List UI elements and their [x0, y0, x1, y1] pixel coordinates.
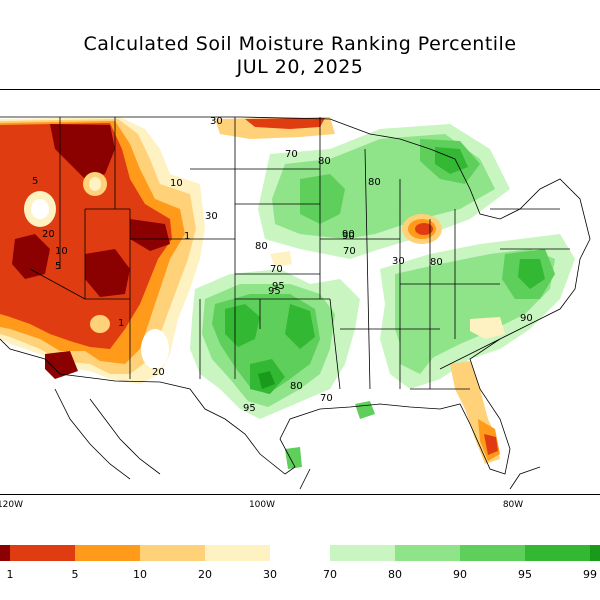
- legend-dry-scale: 1 5 10 20 30: [0, 545, 335, 581]
- mexico-coastline: [54, 388, 161, 480]
- dry-pocket-ohio: [415, 223, 433, 235]
- legend-swatch: [0, 545, 10, 561]
- state-line: [364, 148, 371, 390]
- contour-label: 80: [290, 381, 303, 392]
- contour-label: 90: [520, 313, 533, 324]
- legend-swatch: [330, 545, 395, 561]
- contour-label: 80: [430, 257, 443, 268]
- legend-label: 10: [133, 568, 147, 581]
- legend-label: 30: [263, 568, 277, 581]
- wet-90-area: [285, 447, 302, 469]
- map-title: Calculated Soil Moisture Ranking Percent…: [83, 33, 517, 55]
- contour-label: 80: [318, 156, 331, 167]
- contour-label: 10: [55, 246, 68, 257]
- state-line: [329, 298, 341, 390]
- legend-wet-scale: 70 80 90 95 99: [323, 545, 600, 581]
- moderate-pocket: [90, 315, 110, 333]
- legend-label: 1: [7, 568, 14, 581]
- wet-north-central-region: [258, 124, 510, 259]
- moderate-pocket: [31, 199, 49, 219]
- contour-label: 20: [42, 229, 55, 240]
- wet-95-area: [285, 304, 315, 349]
- contour-label: 90: [342, 229, 355, 240]
- legend-label: 70: [323, 568, 337, 581]
- dry-extreme-area: [45, 351, 78, 379]
- state-line: [29, 268, 86, 300]
- dry-1-area: [0, 123, 172, 349]
- contour-label: 5: [32, 176, 38, 187]
- contour-label: 95: [268, 286, 281, 297]
- wet-99-area: [258, 371, 275, 389]
- legend-label: 95: [518, 568, 532, 581]
- dry-extreme-area: [85, 249, 130, 297]
- contour-label: 30: [205, 211, 218, 222]
- legend-label: 99: [583, 568, 597, 581]
- us-outline: [0, 116, 591, 475]
- longitude-label: 80W: [502, 500, 524, 510]
- contour-label: 90: [342, 231, 355, 242]
- legend-swatch: [270, 545, 335, 561]
- dry-pocket-southeast: [470, 317, 505, 339]
- legend-swatch: [140, 545, 205, 561]
- moderate-pocket: [89, 177, 101, 191]
- dry-extreme-area: [12, 234, 50, 279]
- longitude-label: 100W: [248, 500, 276, 510]
- moderate-pocket: [141, 329, 169, 369]
- dry-pocket-florida: [484, 434, 498, 455]
- contour-label: 70: [285, 149, 298, 160]
- dry-east-region: [270, 214, 505, 464]
- legend-label: 90: [453, 568, 467, 581]
- contour-labels: 30 70 80 5 10 20 90 95 5 10 1 70 30 80 9…: [32, 116, 533, 414]
- contour-label: 5: [55, 261, 61, 272]
- legend-swatch: [10, 545, 75, 561]
- dry-west-region: [0, 117, 335, 384]
- soil-moisture-map: 30 70 80 5 10 20 90 95 5 10 1 70 30 80 9…: [0, 89, 600, 495]
- contour-label: 95: [272, 281, 285, 292]
- wet-south-central-region: [190, 269, 360, 419]
- wet-80-area: [360, 184, 405, 219]
- contour-label: 20: [152, 367, 165, 378]
- contour-label: 1: [118, 318, 124, 329]
- wet-90-area: [355, 401, 375, 419]
- contour-label: 80: [255, 241, 268, 252]
- wet-95-area: [435, 147, 468, 174]
- legend-swatch: [590, 545, 600, 561]
- dry-pocket-plains: [270, 251, 292, 267]
- legend-swatch: [75, 545, 140, 561]
- wet-95-area: [225, 304, 260, 347]
- state-line: [439, 338, 501, 370]
- wet-95-area: [518, 259, 545, 289]
- gulf-coast: [299, 466, 541, 490]
- legend-swatch: [205, 545, 270, 561]
- contour-label: 70: [343, 246, 356, 257]
- legend-label: 5: [72, 568, 79, 581]
- legend-swatch: [525, 545, 590, 561]
- contour-label: 1: [184, 231, 190, 242]
- contour-label: 70: [320, 393, 333, 404]
- contour-label: 70: [270, 264, 283, 275]
- map-date: JUL 20, 2025: [236, 56, 364, 78]
- wet-90-area: [300, 174, 345, 224]
- legend-label: 20: [198, 568, 212, 581]
- state-boundaries: [0, 116, 591, 490]
- dry-extreme-area: [130, 219, 170, 251]
- legend-swatch: [395, 545, 460, 561]
- contour-label: 80: [368, 177, 381, 188]
- contour-label: 30: [210, 116, 223, 127]
- contour-label: 30: [392, 256, 405, 267]
- color-legend: 1 5 10 20 30 70 80 90 95 99: [0, 545, 600, 581]
- dry-extreme-area: [50, 124, 115, 179]
- contour-label: 95: [243, 403, 256, 414]
- legend-swatch: [460, 545, 525, 561]
- legend-label: 80: [388, 568, 402, 581]
- dry-1-area: [245, 118, 325, 129]
- contour-label: 10: [170, 178, 183, 189]
